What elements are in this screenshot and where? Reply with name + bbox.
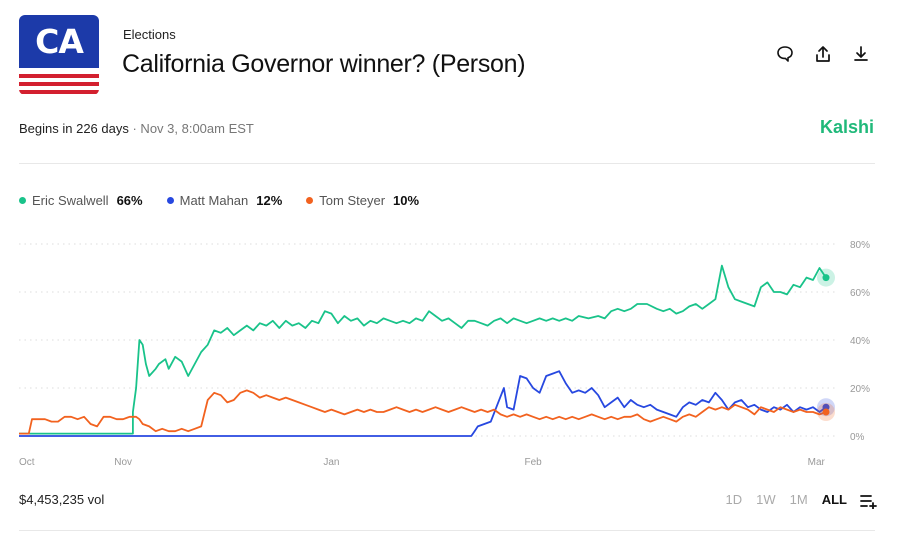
- x-tick-label: Mar: [808, 457, 826, 468]
- begins-countdown: Begins in 226 days: [19, 121, 129, 136]
- x-tick-label: Jan: [323, 457, 339, 468]
- logo-stripe: [19, 82, 99, 86]
- legend-name: Eric Swalwell: [32, 193, 109, 208]
- range-1m[interactable]: 1M: [789, 492, 808, 507]
- legend-item-swalwell[interactable]: Eric Swalwell 66%: [19, 193, 143, 208]
- footer-divider: [19, 530, 875, 531]
- series-end-point-2: [822, 408, 830, 416]
- begins-text: Begins in 226 days · Nov 3, 8:00am EST: [19, 121, 254, 136]
- brand-logo[interactable]: Kalshi: [819, 117, 874, 137]
- legend-item-steyer[interactable]: Tom Steyer 10%: [306, 193, 419, 208]
- legend-pct: 12%: [256, 193, 283, 208]
- legend-pct: 10%: [393, 193, 420, 208]
- legend-pct: 66%: [116, 193, 143, 208]
- legend-name: Matt Mahan: [179, 193, 249, 208]
- market-logo: CA: [19, 15, 99, 95]
- list-add-icon[interactable]: [860, 493, 878, 509]
- x-tick-label: Oct: [19, 457, 35, 468]
- series-end-point-0: [822, 274, 830, 282]
- comment-icon[interactable]: [775, 44, 795, 64]
- range-all[interactable]: ALL: [821, 492, 847, 507]
- page-title: California Governor winner? (Person): [122, 50, 526, 78]
- volume-text: $4,453,235 vol: [19, 492, 105, 507]
- legend-name: Tom Steyer: [319, 193, 386, 208]
- download-icon[interactable]: [851, 44, 871, 64]
- x-tick-label: Feb: [525, 457, 543, 468]
- legend-dot: [19, 197, 26, 204]
- y-tick-label: 60%: [850, 288, 870, 299]
- market-category[interactable]: Elections: [123, 27, 176, 42]
- series-end-point-1: [822, 403, 830, 411]
- chart-legend: Eric Swalwell 66% Matt Mahan 12% Tom Ste…: [19, 193, 419, 208]
- logo-blue-field: [19, 15, 99, 68]
- logo-stripe: [19, 74, 99, 78]
- range-selector: 1D 1W 1M ALL: [726, 492, 847, 507]
- price-chart[interactable]: 80% 60% 40% 20% 0% Oct Nov Jan Feb Mar: [0, 230, 905, 475]
- legend-dot: [306, 197, 314, 204]
- y-tick-label: 20%: [850, 384, 870, 395]
- begins-date: · Nov 3, 8:00am EST: [132, 121, 254, 136]
- y-tick-label: 40%: [850, 336, 870, 347]
- y-tick-label: 80%: [850, 240, 870, 251]
- series-line-1: [19, 370, 827, 437]
- series-line-0: [19, 264, 827, 435]
- range-1d[interactable]: 1D: [725, 492, 743, 507]
- legend-item-mahan[interactable]: Matt Mahan 12%: [166, 193, 283, 208]
- range-1w[interactable]: 1W: [756, 492, 776, 507]
- x-tick-label: Nov: [114, 457, 132, 468]
- share-icon[interactable]: [813, 44, 833, 64]
- series-line-2: [19, 389, 827, 435]
- header-divider: [19, 163, 875, 164]
- y-tick-label: 0%: [850, 432, 865, 443]
- header-actions: [775, 44, 871, 64]
- logo-stripe: [19, 90, 99, 94]
- logo-text: CA: [35, 22, 84, 61]
- legend-dot: [166, 197, 174, 204]
